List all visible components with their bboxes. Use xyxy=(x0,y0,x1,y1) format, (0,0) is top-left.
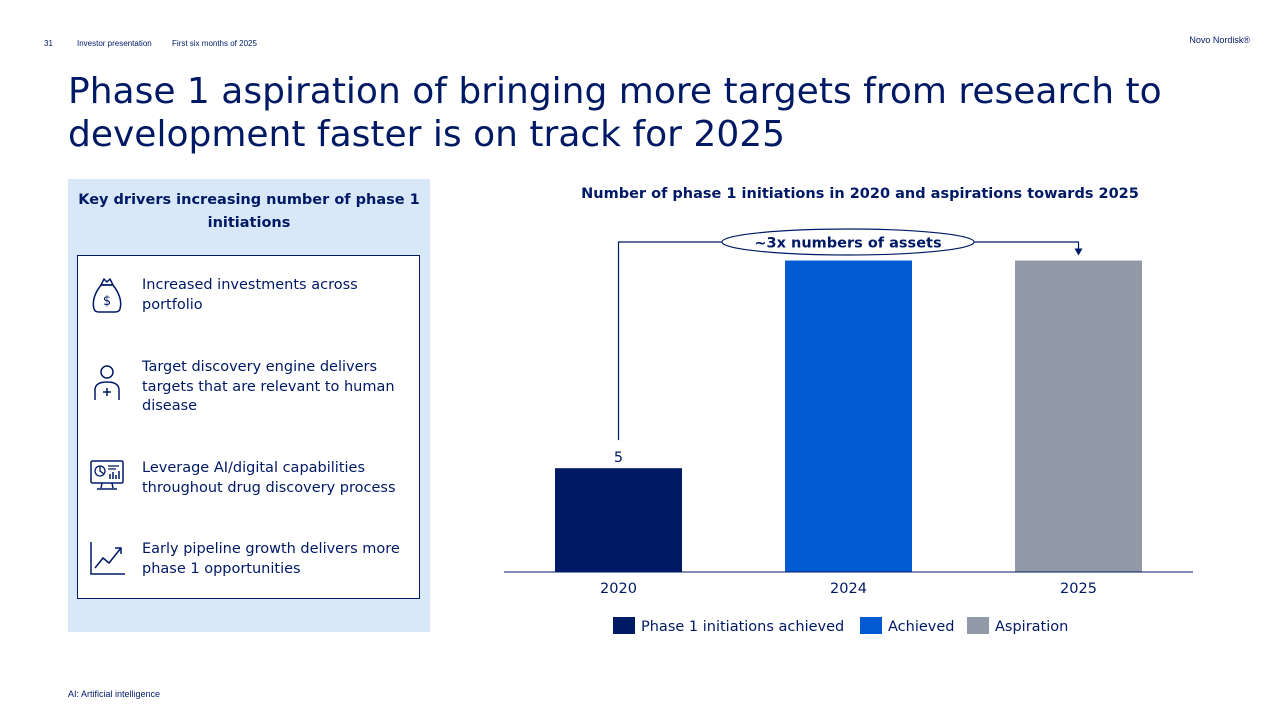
bar-2020 xyxy=(555,468,682,572)
data-label: 5 xyxy=(614,450,623,466)
legend-label: Aspiration xyxy=(995,619,1068,635)
list-item-text: Target discovery engine delivers targets… xyxy=(142,359,395,414)
growth-chart-icon xyxy=(90,542,125,575)
brand-name: Novo Nordisk® xyxy=(1189,35,1250,45)
annotation-ellipse xyxy=(721,228,975,256)
legend-swatch xyxy=(613,617,635,634)
money-bag-icon: $ xyxy=(92,278,122,313)
legend-item: Achieved xyxy=(860,617,954,635)
x-tick-label: 2024 xyxy=(830,581,867,597)
chart-title: Number of phase 1 initiations in 2020 an… xyxy=(581,186,1139,202)
page-number: 31 xyxy=(44,39,53,48)
list-item-text: Early pipeline growth delivers more phas… xyxy=(142,541,400,577)
bar-2025 xyxy=(1015,260,1142,572)
annotation-text: ~3x numbers of assets xyxy=(754,236,941,252)
legend-swatch xyxy=(967,617,989,634)
key-drivers-title: Key drivers increasing number of phase 1… xyxy=(78,192,420,231)
person-plus-icon xyxy=(94,365,120,400)
x-tick-label: 2025 xyxy=(1060,581,1097,597)
bar-2024 xyxy=(785,260,912,572)
legend-item: Phase 1 initiations achieved xyxy=(613,617,844,635)
footnote: AI: Artificial intelligence xyxy=(68,689,161,699)
legend-swatch xyxy=(860,617,882,634)
legend-label: Phase 1 initiations achieved xyxy=(641,619,844,635)
svg-text:$: $ xyxy=(103,294,111,309)
key-drivers-list: $ Increased investments across portfolio… xyxy=(77,255,420,599)
legend-item: Aspiration xyxy=(967,617,1068,635)
annotation-arrow xyxy=(1074,248,1083,256)
monitor-analytics-icon xyxy=(90,460,124,490)
period-label: First six months of 2025 xyxy=(172,39,257,48)
page-title: Phase 1 aspiration of bringing more targ… xyxy=(68,71,1162,155)
list-item-text: Increased investments across portfolio xyxy=(142,277,358,313)
section-label: Investor presentation xyxy=(77,39,152,48)
key-drivers-panel: Key drivers increasing number of phase 1… xyxy=(68,179,430,632)
legend-label: Achieved xyxy=(888,619,954,635)
list-item-text: Leverage AI/digital capabilities through… xyxy=(142,460,396,496)
x-tick-label: 2020 xyxy=(600,581,637,597)
